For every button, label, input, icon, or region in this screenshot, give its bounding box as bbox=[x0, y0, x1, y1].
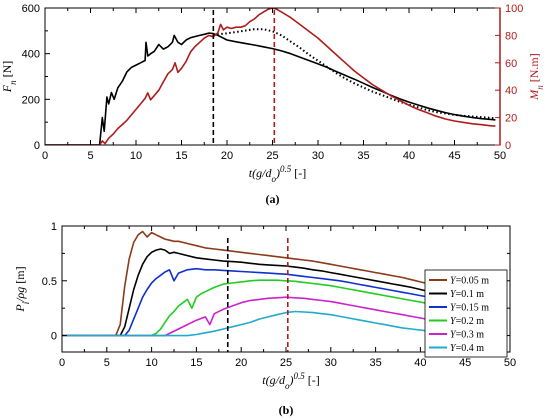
x-tick-label: 45 bbox=[448, 150, 460, 162]
y-tick-label: 200 bbox=[22, 94, 40, 106]
x-axis-label: t(g/do)0.5 [-] bbox=[262, 371, 319, 391]
series-group bbox=[45, 8, 496, 145]
x-tick-label: 5 bbox=[104, 357, 110, 369]
y2-tick-label: 0 bbox=[505, 140, 511, 152]
series-group bbox=[62, 230, 466, 337]
panel-label: (b) bbox=[279, 403, 294, 417]
y2-tick-label: 40 bbox=[505, 85, 517, 97]
x-tick-label: 10 bbox=[145, 357, 157, 369]
series-line-a-2 bbox=[45, 8, 496, 145]
series-line-b-4 bbox=[62, 296, 466, 337]
legend: Y=0.05 m Y=0.1 m Y=0.15 m Y=0.2 m Y=0.3 m Y=0… bbox=[424, 269, 508, 358]
legend-entry: Y=0.4 m bbox=[450, 343, 484, 354]
y-tick-label: 600 bbox=[22, 3, 40, 15]
y-tick-label: 400 bbox=[22, 49, 40, 61]
y-tick-label: 0 bbox=[51, 331, 57, 343]
chart-b: 0 5 10 15 20 25 30 35 40 45 50 0 0.5 1 t(g/do)0.5 [-] P… bbox=[13, 221, 516, 417]
x-tick-label: 25 bbox=[280, 357, 292, 369]
legend-box bbox=[424, 269, 508, 358]
y2-tick-label: 80 bbox=[505, 30, 517, 42]
y-tick-label: 0 bbox=[34, 140, 40, 152]
x-tick-label: 0 bbox=[42, 150, 48, 162]
series-line-a-1 bbox=[213, 28, 496, 120]
series-line-b-5 bbox=[62, 310, 466, 337]
panel-label: (a) bbox=[266, 192, 280, 206]
y2-tick-label: 20 bbox=[505, 113, 517, 125]
legend-entry: Y=0.2 m bbox=[450, 316, 484, 327]
plot-frame bbox=[44, 7, 501, 146]
x-tick-label: 40 bbox=[414, 357, 426, 369]
legend-entry: Y=0.3 m bbox=[450, 330, 484, 341]
x-tick-label: 50 bbox=[504, 357, 516, 369]
x-tick-label: 35 bbox=[357, 150, 369, 162]
y2-tick-label: 100 bbox=[505, 3, 523, 15]
x-tick-label: 15 bbox=[190, 357, 202, 369]
x-tick-label: 45 bbox=[459, 357, 471, 369]
x-tick-label: 20 bbox=[221, 150, 233, 162]
y2-tick-label: 60 bbox=[505, 58, 517, 70]
y-tick-label: 1 bbox=[51, 221, 57, 233]
x-tick-label: 5 bbox=[87, 150, 93, 162]
x-tick-label: 30 bbox=[325, 357, 337, 369]
x-tick-label: 25 bbox=[266, 150, 278, 162]
series-line-b-2 bbox=[62, 267, 466, 337]
y2-axis-label: Mn [N.m] bbox=[527, 53, 545, 101]
x-tick-label: 35 bbox=[369, 357, 381, 369]
chart-a: 0 5 10 15 20 25 30 35 40 45 5002004006000204060801… bbox=[0, 3, 545, 206]
y-axis-label: Fn [N] bbox=[0, 61, 18, 94]
legend-entry: Y=0.15 m bbox=[450, 303, 489, 314]
x-tick-label: 10 bbox=[130, 150, 142, 162]
legend-entry: Y=0.05 m bbox=[450, 276, 489, 287]
x-axis-label: t(g/do)0.5 [-] bbox=[249, 164, 306, 184]
series-line-a-0 bbox=[45, 32, 496, 145]
series-line-b-1 bbox=[62, 248, 466, 337]
y-tick-label: 0.5 bbox=[42, 276, 57, 288]
x-tick-label: 40 bbox=[403, 150, 415, 162]
x-tick-label: 15 bbox=[175, 150, 187, 162]
x-tick-label: 30 bbox=[312, 150, 324, 162]
series-line-b-3 bbox=[62, 279, 466, 337]
y-axis-label: Pi/ρg [m] bbox=[13, 266, 31, 312]
x-tick-label: 0 bbox=[59, 357, 65, 369]
x-tick-label: 20 bbox=[235, 357, 247, 369]
series-line-b-0 bbox=[62, 230, 466, 337]
legend-entry: Y=0.1 m bbox=[450, 289, 484, 300]
x-tick-label: 50 bbox=[494, 150, 506, 162]
